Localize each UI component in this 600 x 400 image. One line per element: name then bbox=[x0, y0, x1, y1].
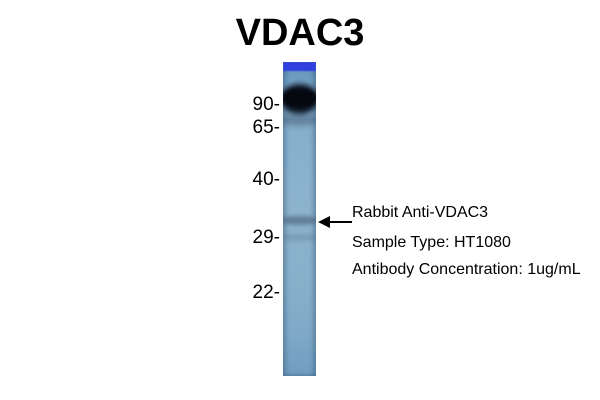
band-faint-lower bbox=[283, 234, 316, 241]
annotation-antibody: Rabbit Anti-VDAC3 bbox=[352, 204, 489, 221]
mw-marker-40: 40- bbox=[252, 169, 280, 190]
figure-title: VDAC3 bbox=[235, 12, 365, 54]
annotation-concentration: Antibody Concentration: 1ug/mL bbox=[352, 261, 581, 278]
annotation-sample-type: Sample Type: HT1080 bbox=[352, 234, 511, 251]
mw-marker-65: 65- bbox=[252, 117, 280, 138]
mw-marker-29: 29- bbox=[252, 227, 280, 248]
lane-top-dye-front bbox=[283, 62, 316, 71]
band-target-vdac3 bbox=[283, 216, 316, 225]
gel-lane bbox=[283, 62, 316, 376]
band-smear-65kda bbox=[283, 114, 316, 126]
band-pointer-arrow-icon bbox=[318, 216, 352, 228]
mw-marker-90: 90- bbox=[252, 94, 280, 115]
mw-marker-22: 22- bbox=[252, 282, 280, 303]
band-90kda-core bbox=[283, 89, 316, 107]
